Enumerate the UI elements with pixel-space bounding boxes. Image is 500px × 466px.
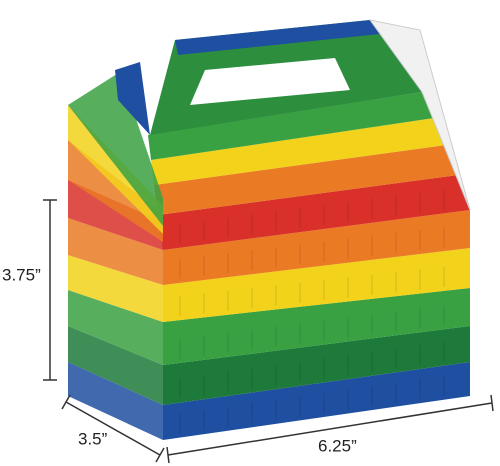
gable-stripe xyxy=(68,105,163,234)
dimension-lines xyxy=(43,199,494,464)
back-flap xyxy=(368,19,471,211)
gable-stripe xyxy=(68,72,163,226)
side-stripe xyxy=(68,362,163,440)
gable-stripe xyxy=(68,180,163,250)
roof-stripe xyxy=(148,92,434,160)
gable-box xyxy=(68,19,471,440)
depth-cap xyxy=(61,394,71,410)
front-stripe xyxy=(163,288,470,365)
side-tab xyxy=(115,62,150,135)
gable-stripe xyxy=(68,140,163,242)
roof-stripe xyxy=(154,145,458,215)
front-stripe xyxy=(163,362,470,440)
depth-label: 3.5” xyxy=(78,429,108,448)
width-line xyxy=(167,402,493,456)
height-label: 3.75” xyxy=(2,265,41,284)
width-label: 6.25” xyxy=(318,436,357,455)
roof-stripe xyxy=(158,175,470,250)
width-cap xyxy=(490,394,494,412)
front-stripe xyxy=(163,248,470,322)
depth-line xyxy=(65,401,161,456)
roof-stripe xyxy=(151,118,446,185)
depth-cap xyxy=(155,447,165,463)
front-stripe xyxy=(163,210,470,285)
front-stripe xyxy=(163,326,470,405)
side-stripe xyxy=(68,326,163,405)
side-stripe xyxy=(68,290,163,365)
side-stripe xyxy=(68,255,163,322)
side-stripe xyxy=(68,218,163,285)
handle-top xyxy=(175,20,380,55)
width-cap xyxy=(166,446,170,464)
